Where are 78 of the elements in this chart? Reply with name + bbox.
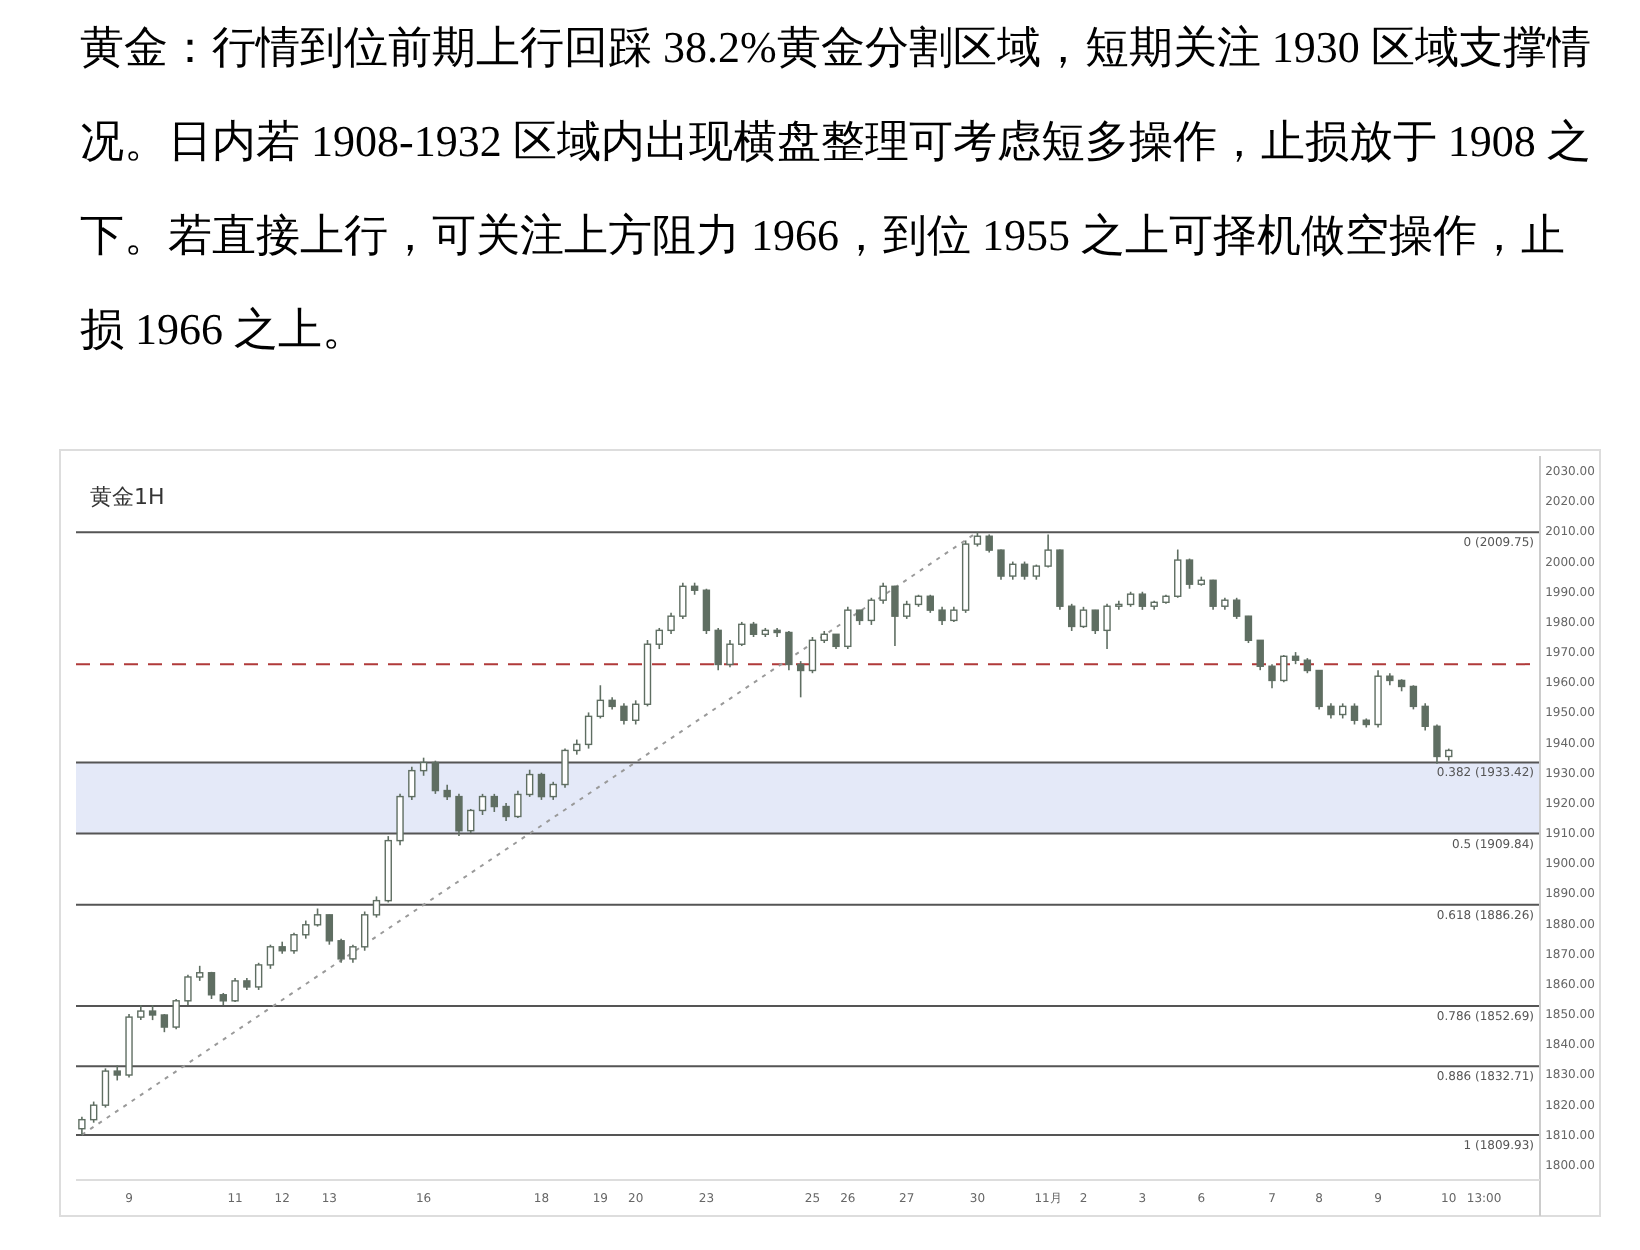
candlestick: [891, 584, 899, 647]
candlestick: [796, 660, 805, 699]
candlestick: [596, 684, 605, 720]
candlestick: [525, 768, 534, 798]
candlestick: [1232, 596, 1241, 620]
candlestick: [172, 998, 180, 1030]
candlestick: [231, 977, 239, 1003]
candlestick: [997, 548, 1005, 581]
candlestick: [702, 587, 711, 635]
candlestick: [455, 793, 463, 837]
candlestick: [266, 943, 275, 970]
text: 黄金1H: [90, 484, 165, 510]
candlestick: [78, 1115, 86, 1136]
text: 黄金：行情到位前期上行回踩 38.2%黄金分割区域，短期关注 1930 区域支撑情况。日内若 1908-1932 区域内出现横盘整理可考虑短多操作，止损放于 1908 之下。若直接上行，可关注上方阻力 1966，到位 1955 之上可择机做空操作，止损 1966 之上。: [80, 20, 1593, 358]
candlestick: [1350, 702, 1359, 726]
candlestick: [985, 533, 993, 554]
candlestick: [184, 974, 192, 1006]
candlestick: [1209, 578, 1217, 611]
candlestick: [1280, 654, 1288, 684]
candlestick: [537, 771, 546, 801]
candlestick: [160, 1013, 169, 1033]
candlestick: [926, 593, 934, 614]
candlestick: [632, 699, 640, 726]
candlestick: [372, 895, 381, 919]
candlestick: [325, 913, 334, 946]
candlestick: [349, 943, 357, 964]
candlestick: [561, 747, 569, 789]
candlestick: [679, 581, 687, 620]
candlestick: [738, 621, 746, 647]
candlestick: [254, 962, 263, 991]
candlestick: [1138, 590, 1147, 611]
candlestick: [549, 781, 557, 801]
candlestick: [290, 931, 298, 955]
candlestick: [337, 937, 345, 964]
candlestick: [502, 802, 510, 822]
candlestick: [584, 711, 593, 750]
candlestick: [89, 1100, 98, 1124]
candlestick: [1315, 669, 1323, 711]
candlestick: [1044, 533, 1052, 569]
candlestick: [1433, 723, 1441, 765]
candlestick: [620, 702, 628, 726]
candlestick: [408, 765, 416, 801]
candlestick: [419, 756, 428, 777]
candlestick: [879, 581, 887, 605]
candlestick: [903, 600, 911, 620]
candlestick: [1067, 603, 1076, 632]
candlestick: [360, 910, 369, 952]
candlestick: [938, 606, 946, 626]
candlestick: [1268, 663, 1276, 690]
candlestick: [726, 639, 734, 668]
candlestick: [313, 907, 322, 928]
candlestick: [1103, 603, 1111, 650]
candlestick: [207, 971, 216, 1000]
candlestick: [808, 636, 817, 674]
candlestick: [1091, 609, 1099, 635]
candlestick: [478, 793, 487, 816]
candlestick: [1020, 560, 1029, 581]
candlestick: [1421, 702, 1429, 732]
candlestick: [1256, 639, 1264, 671]
candlestick: [101, 1067, 110, 1109]
candlestick: [467, 808, 475, 834]
candlestick: [514, 790, 522, 819]
candlestick: [1244, 615, 1253, 644]
candlestick: [844, 606, 852, 650]
candlestick: [396, 793, 404, 846]
candlestick: [1409, 684, 1418, 711]
candlestick: [655, 627, 663, 650]
candlestick: [1079, 606, 1088, 629]
candlestick: [1009, 560, 1017, 581]
candlestick: [490, 793, 499, 813]
candlestick: [302, 919, 310, 940]
candlestick: [431, 759, 440, 795]
candlestick: [714, 627, 722, 671]
candlestick: [1185, 557, 1194, 590]
candlestick: [785, 630, 793, 671]
candlestick: [667, 612, 675, 635]
candlestick: [1174, 548, 1182, 599]
candlestick: [867, 596, 876, 626]
